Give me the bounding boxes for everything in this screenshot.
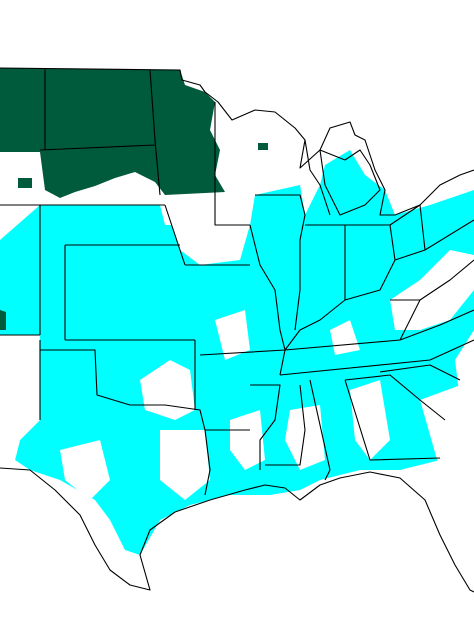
state-boundaries [0, 67, 474, 593]
dark-green-regions [0, 68, 268, 330]
white-gaps [0, 120, 474, 500]
